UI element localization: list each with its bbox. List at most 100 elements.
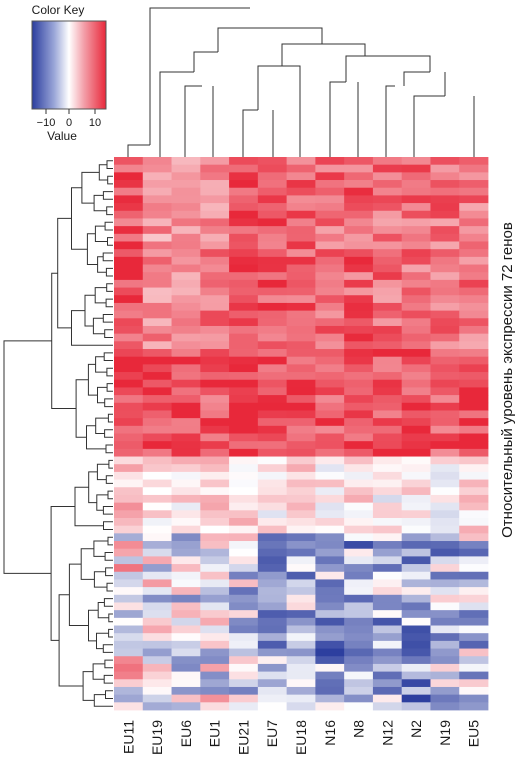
heatmap-cell (286, 610, 316, 619)
heatmap-cell (401, 302, 431, 312)
heatmap-cell (401, 279, 431, 288)
heatmap-cell (171, 203, 201, 212)
heatmap-cell (257, 164, 288, 173)
heatmap-cell (257, 341, 288, 350)
heatmap-cell (401, 164, 431, 173)
heatmap-cell (315, 349, 345, 358)
heatmap-cell (286, 533, 316, 542)
heatmap-cell (171, 594, 201, 603)
heatmap-cell (286, 686, 316, 696)
heatmap-cell (171, 187, 201, 196)
heatmap-cell (229, 203, 259, 212)
heatmap-cell (229, 471, 259, 480)
heatmap-cell (315, 249, 345, 258)
dendrogram-branch (107, 536, 113, 546)
heatmap-cell (229, 541, 259, 550)
heatmap-cell (200, 433, 230, 442)
heatmap-cell (286, 602, 316, 611)
heatmap-cell (229, 318, 259, 327)
heatmap-cell (430, 533, 460, 542)
heatmap-cell (257, 633, 288, 642)
heatmap-cell (142, 694, 172, 703)
heatmap-cell (430, 272, 460, 281)
heatmap-cell (430, 372, 460, 381)
heatmap-cell (229, 487, 259, 496)
heatmap-cell (171, 617, 201, 626)
heatmap-cell (229, 279, 259, 288)
dendrogram-branch (86, 233, 98, 265)
heatmap-cell (430, 379, 460, 388)
heatmap-cell (142, 579, 172, 588)
heatmap-cell (430, 594, 460, 603)
heatmap-cell (171, 602, 201, 611)
heatmap-cell (200, 333, 230, 342)
heatmap-cell (200, 571, 230, 580)
heatmap-cell (286, 272, 316, 281)
heatmap-cell (430, 210, 460, 219)
heatmap-cell (401, 648, 431, 657)
heatmap-cell (114, 571, 144, 580)
heatmap-cell (372, 272, 403, 281)
heatmap-cell (200, 210, 230, 219)
heatmap-cell (344, 333, 374, 342)
heatmap-cell (171, 656, 201, 665)
heatmap-cell (200, 548, 230, 557)
heatmap-cell (459, 218, 489, 227)
dendrogram-branch (106, 383, 113, 392)
dendrogram-branch (93, 694, 113, 707)
heatmap-cell (229, 502, 259, 511)
heatmap-cell (315, 610, 345, 619)
heatmap-cell (114, 594, 144, 603)
heatmap-cell (114, 579, 144, 588)
heatmap-cell (459, 594, 489, 603)
heatmap-cell (344, 279, 374, 288)
heatmap-cell (344, 341, 374, 350)
heatmap-cell (344, 702, 374, 711)
dendrogram-branch (96, 632, 109, 650)
dendrogram-branch (81, 171, 100, 204)
heatmap-cell (114, 379, 144, 388)
heatmap-cell (142, 456, 172, 465)
heatmap-cell (171, 279, 201, 288)
heatmap-cell (344, 556, 374, 565)
heatmap-cell (114, 517, 144, 527)
heatmap-cell (459, 617, 489, 626)
heatmap-cell (257, 579, 288, 588)
heatmap-cell (171, 310, 201, 319)
heatmap-cell (372, 226, 403, 235)
heatmap-cell (114, 587, 144, 596)
heatmap-cell (200, 341, 230, 350)
heatmap-cell (229, 241, 259, 250)
column-label: EU18 (293, 720, 309, 755)
column-label: EU11 (120, 720, 136, 754)
heatmap-cell (286, 395, 316, 404)
heatmap-cell (200, 387, 230, 396)
heatmap-cell (459, 625, 489, 634)
heatmap-cell (315, 448, 345, 457)
heatmap-cell (142, 702, 172, 711)
heatmap-cell (459, 479, 489, 488)
heatmap-cell (286, 218, 316, 227)
heatmap-cell (229, 648, 259, 657)
heatmap-cell (257, 517, 288, 527)
heatmap-cell (344, 671, 374, 680)
heatmap-cell (114, 502, 144, 511)
heatmap-cell (372, 464, 403, 473)
heatmap-cell (315, 686, 345, 696)
dendrogram-branch (94, 225, 108, 242)
heatmap-cell (229, 679, 259, 688)
dendrogram-branch (97, 602, 109, 619)
heatmap-cell (286, 594, 316, 603)
heatmap-cell (459, 241, 489, 250)
heatmap-cell (114, 671, 144, 680)
heatmap-cell (200, 579, 230, 588)
heatmap-cell (344, 564, 374, 573)
heatmap-cell (114, 180, 144, 189)
heatmap-cell (286, 318, 316, 327)
dendrogram-branch (105, 267, 113, 277)
heatmap-cell (286, 679, 316, 688)
heatmap-cell (459, 564, 489, 573)
heatmap-cell (171, 302, 201, 312)
heatmap-cell (257, 287, 288, 296)
heatmap-cell (257, 180, 288, 189)
